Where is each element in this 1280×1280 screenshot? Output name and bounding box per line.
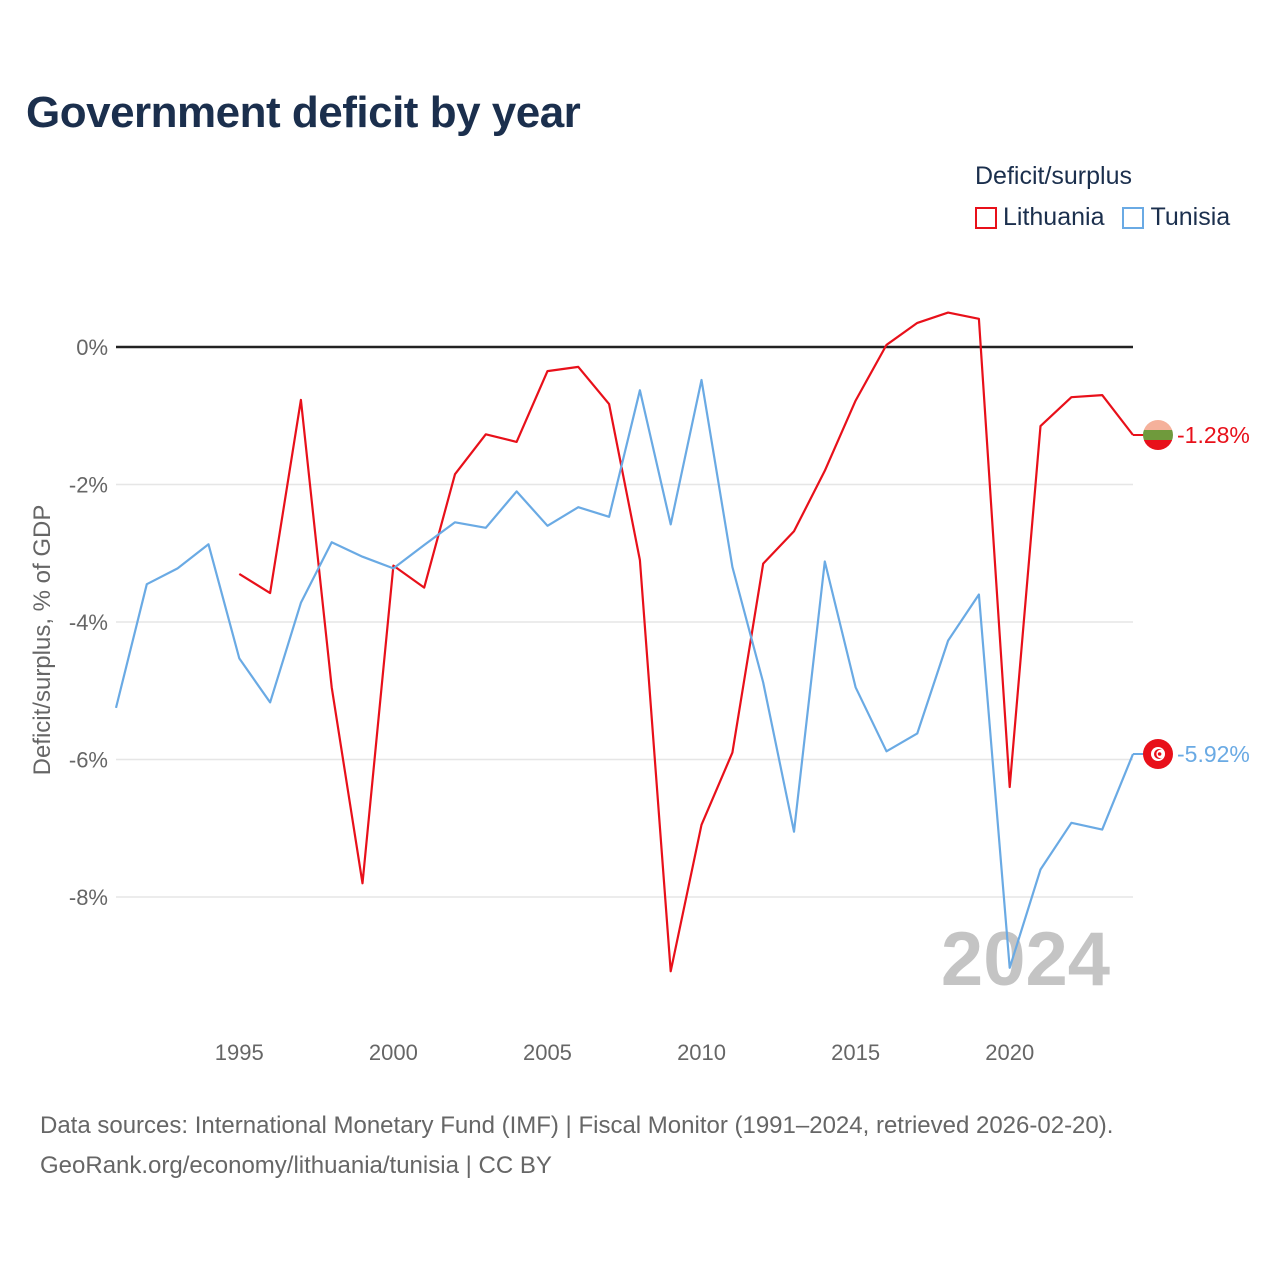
legend-item-tunisia[interactable]: Tunisia (1122, 203, 1230, 232)
end-label-tunisia: -5.92% (1177, 741, 1250, 767)
legend-swatch-tunisia (1122, 206, 1145, 229)
y-tick-label: -6% (69, 748, 108, 773)
legend-swatch-lithuania (975, 206, 997, 229)
legend-label-lithuania: Lithuania (1003, 203, 1105, 231)
x-tick-label: 2015 (831, 1040, 880, 1065)
tunisia-flag-icon (1143, 739, 1173, 769)
legend-item-lithuania[interactable]: Lithuania (975, 203, 1104, 232)
x-tick-label: 2005 (523, 1040, 572, 1065)
series-line-tunisia[interactable] (114, 378, 1135, 969)
marker-layer: -1.28% -5.92% (1133, 420, 1250, 769)
series-layer (114, 311, 1135, 973)
end-label-lithuania: -1.28% (1177, 422, 1250, 448)
series-line-lithuania[interactable] (238, 311, 1134, 973)
chart-title: Government deficit by year (26, 88, 581, 137)
legend-title: Deficit/surplus (975, 162, 1132, 190)
source-note: Data sources: International Monetary Fun… (40, 1106, 1113, 1186)
legend: Lithuania Tunisia (975, 203, 1248, 232)
x-tick-label: 2000 (369, 1040, 418, 1065)
grid-layer: 0% -2% -4% -6% -8% 1995 2000 2005 2010 2015 2020 (69, 335, 1133, 1065)
lithuania-flag-icon (1143, 420, 1173, 450)
y-axis-label: Deficit/surplus, % of GDP (29, 505, 56, 776)
y-tick-label: -2% (69, 473, 108, 498)
year-watermark: 2024 (941, 917, 1110, 1002)
x-tick-label: 2020 (985, 1040, 1034, 1065)
y-tick-label: -4% (69, 610, 108, 635)
source-line-2[interactable]: GeoRank.org/economy/lithuania/tunisia | … (40, 1152, 552, 1179)
x-tick-label: 2010 (677, 1040, 726, 1065)
y-tick-label: -8% (69, 885, 108, 910)
y-tick-label: 0% (76, 335, 108, 360)
source-line-1: Data sources: International Monetary Fun… (40, 1112, 1114, 1139)
x-tick-label: 1995 (215, 1040, 264, 1065)
legend-label-tunisia: Tunisia (1150, 203, 1231, 231)
